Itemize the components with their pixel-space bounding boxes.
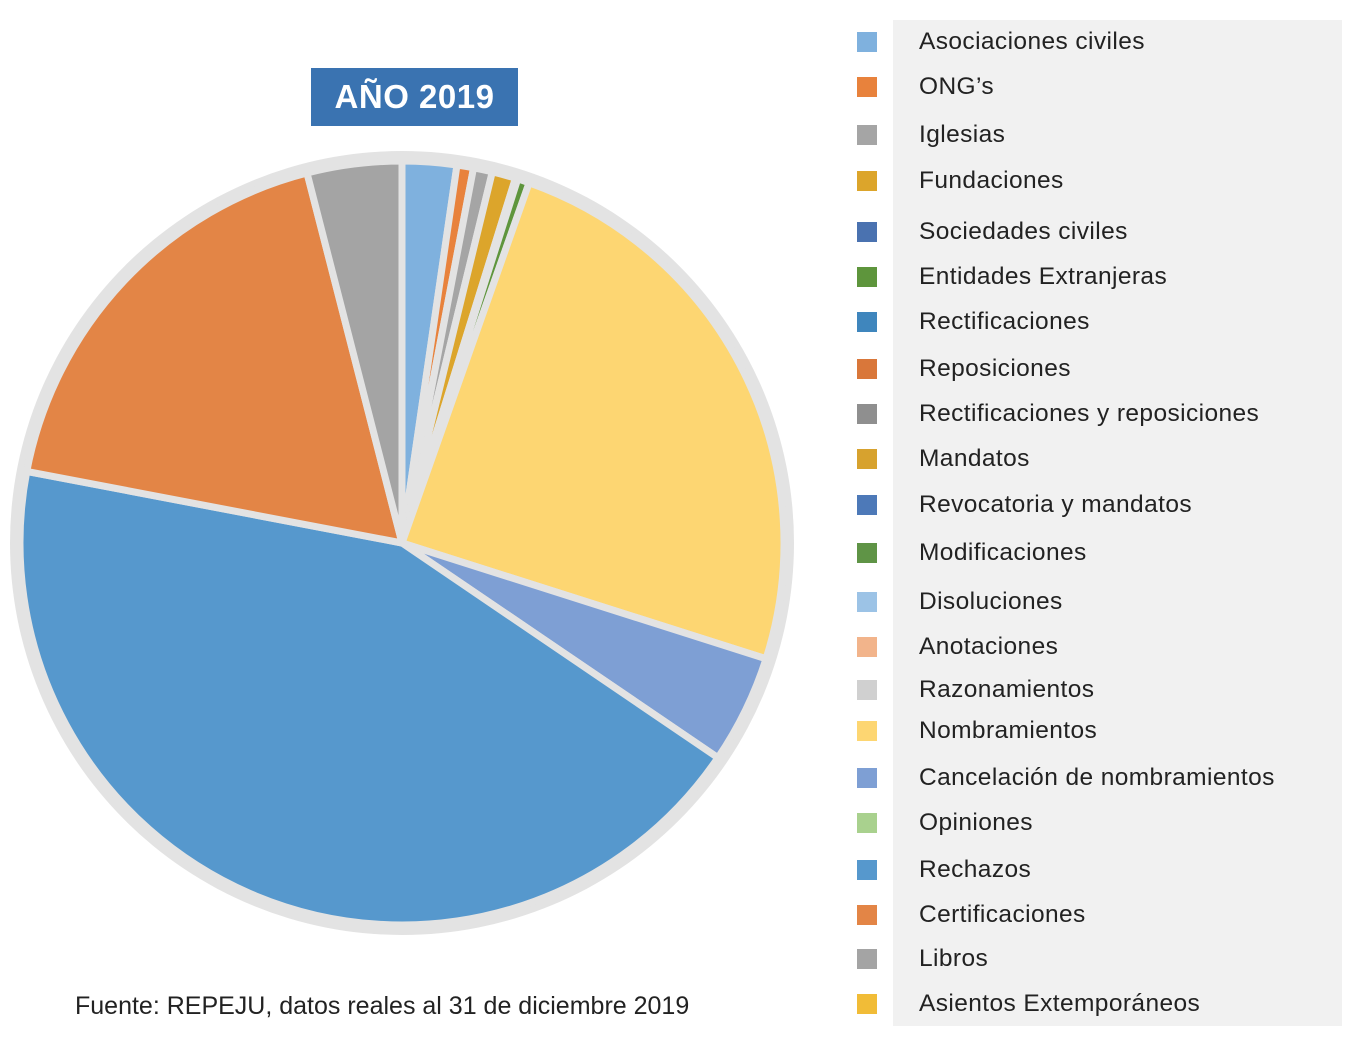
pie-slice-rechazos <box>16 467 722 929</box>
pie-slice-libros <box>303 157 406 547</box>
legend-panel <box>893 20 1342 1026</box>
chart-title: AÑO 2019 <box>311 68 518 126</box>
pie-slice-certificaciones <box>23 169 406 547</box>
chart-source: Fuente: REPEJU, datos reales al 31 de di… <box>75 992 690 1020</box>
pie-slice-nombramientos <box>398 179 788 663</box>
